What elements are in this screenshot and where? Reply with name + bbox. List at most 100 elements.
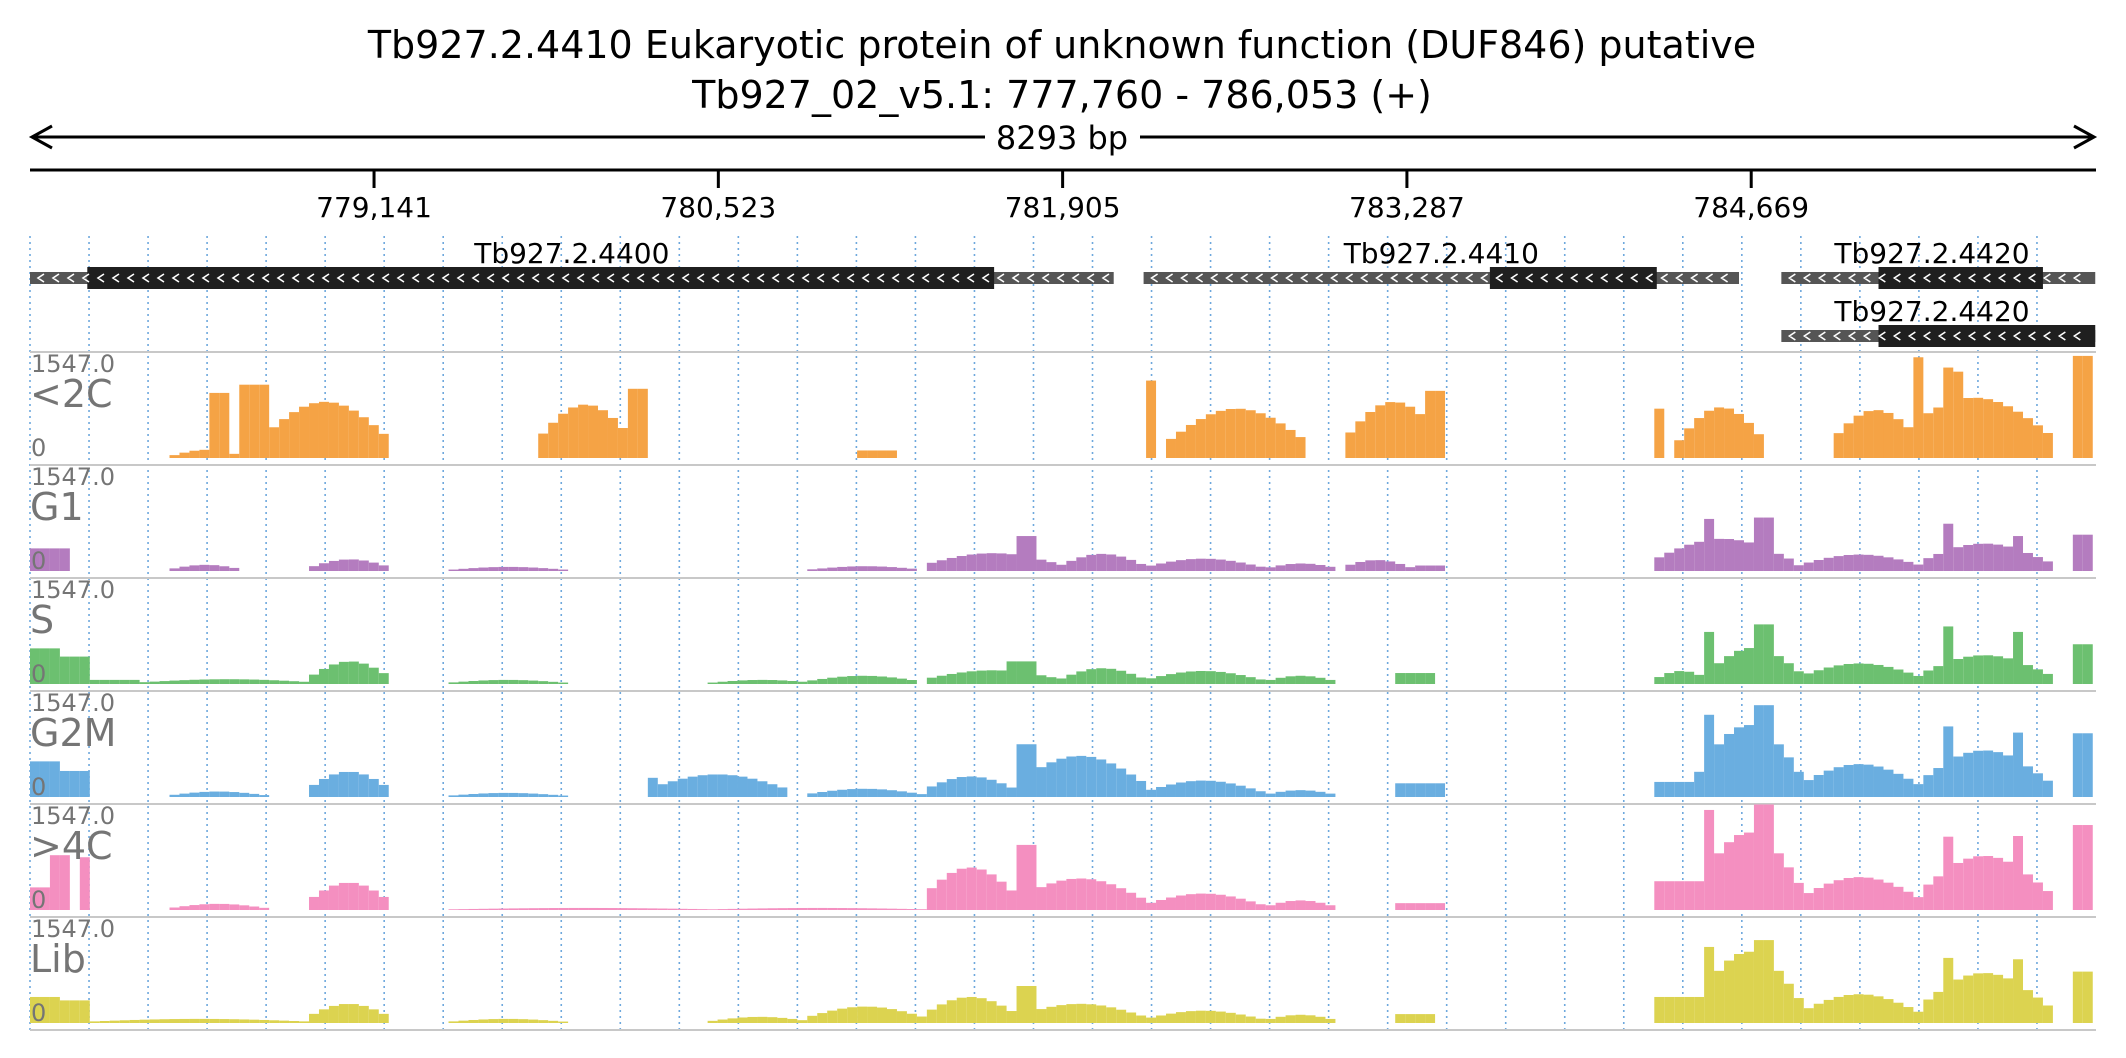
coverage-bar bbox=[1903, 778, 1914, 797]
coverage-bar bbox=[956, 672, 967, 684]
coverage-bar bbox=[1843, 994, 1854, 1023]
coverage-bar bbox=[667, 781, 678, 797]
coverage-bar bbox=[1185, 559, 1196, 571]
coverage-bar bbox=[627, 388, 638, 458]
coverage-bar bbox=[1873, 766, 1884, 797]
coverage-bar bbox=[1793, 882, 1804, 910]
coverage-bar bbox=[358, 560, 369, 571]
coverage-bar bbox=[1136, 1015, 1147, 1023]
coverage-bar bbox=[348, 661, 359, 684]
coverage-bar bbox=[1943, 836, 1954, 910]
coverage-bar bbox=[1225, 673, 1236, 684]
coverage-bar bbox=[617, 908, 628, 910]
coverage-bar bbox=[538, 568, 549, 571]
coverage-bar bbox=[139, 682, 150, 684]
coverage-bar bbox=[30, 761, 40, 797]
coverage-bar bbox=[1813, 887, 1824, 910]
coverage-bar bbox=[1175, 895, 1186, 910]
coverage-bar bbox=[847, 789, 858, 797]
span-label: 8293 bp bbox=[996, 119, 1128, 157]
coverage-bar bbox=[209, 565, 220, 571]
coverage-bar bbox=[2042, 673, 2053, 684]
coverage-bar bbox=[1205, 1010, 1216, 1023]
coverage-bar bbox=[1026, 744, 1037, 797]
coverage-bar bbox=[1315, 564, 1326, 571]
coverage-bar bbox=[926, 1009, 937, 1023]
coverage-bar bbox=[1684, 544, 1695, 571]
coverage-bar bbox=[179, 680, 190, 684]
coverage-bar bbox=[857, 908, 868, 910]
axis-tick-label: 783,287 bbox=[1349, 191, 1465, 224]
coverage-bar bbox=[338, 405, 349, 458]
coverage-bar bbox=[886, 677, 897, 684]
coverage-bar bbox=[598, 907, 608, 910]
coverage-bar bbox=[1185, 424, 1196, 458]
coverage-bar bbox=[1136, 563, 1147, 571]
coverage-bar bbox=[1305, 676, 1316, 684]
coverage-bar bbox=[1086, 669, 1097, 684]
coverage-bar bbox=[837, 566, 848, 571]
coverage-bar bbox=[358, 663, 369, 684]
coverage-bar bbox=[827, 790, 838, 797]
coverage-bar bbox=[2023, 418, 2033, 458]
coverage-bar bbox=[49, 548, 60, 571]
coverage-bar bbox=[448, 1021, 459, 1023]
coverage-bar bbox=[1265, 793, 1276, 797]
strand-arrows bbox=[1150, 273, 1729, 283]
coverage-bar bbox=[886, 908, 897, 910]
span-arrow-left bbox=[28, 124, 53, 150]
gene-label: Tb927.2.4410 bbox=[1343, 237, 1539, 270]
coverage-bar bbox=[2003, 861, 2014, 910]
coverage-bar bbox=[1963, 656, 1974, 684]
coverage-bar bbox=[677, 908, 688, 910]
track-ymin-label: 0 bbox=[31, 886, 46, 914]
coverage-bar bbox=[49, 996, 60, 1023]
coverage-bar bbox=[946, 872, 957, 910]
coverage-bar bbox=[1146, 789, 1157, 797]
coverage-bar bbox=[1116, 888, 1127, 910]
coverage-bar bbox=[1943, 726, 1954, 797]
coverage-bar bbox=[1265, 567, 1276, 571]
coverage-bar bbox=[239, 1019, 250, 1023]
coverage-bar bbox=[538, 433, 549, 458]
coverage-bar bbox=[2013, 959, 2024, 1023]
coverage-bar bbox=[458, 568, 469, 571]
coverage-bar bbox=[1175, 1012, 1186, 1023]
track-ymin-label: 0 bbox=[31, 999, 46, 1027]
coverage-bar bbox=[1126, 1012, 1137, 1023]
coverage-bar bbox=[1893, 1002, 1904, 1023]
coverage-bar bbox=[1355, 561, 1366, 571]
title-group: Tb927.2.4410 Eukaryotic protein of unkno… bbox=[367, 23, 1756, 117]
coverage-bar bbox=[817, 568, 828, 571]
coverage-bar bbox=[328, 664, 339, 684]
coverage-bar bbox=[1275, 1016, 1286, 1023]
coverage-bar bbox=[976, 553, 987, 571]
coverage-bar bbox=[1833, 556, 1844, 571]
coverage-bar bbox=[1195, 1010, 1206, 1023]
coverage-bar bbox=[1714, 538, 1725, 571]
coverage-bar bbox=[378, 1013, 389, 1023]
coverage-bar bbox=[368, 425, 379, 458]
coverage-bar bbox=[1185, 894, 1196, 910]
coverage-bar bbox=[1185, 671, 1196, 684]
coverage-bar bbox=[1983, 750, 1994, 797]
coverage-bar bbox=[936, 675, 947, 684]
coverage-bar bbox=[1763, 517, 1774, 571]
coverage-bar bbox=[129, 1019, 140, 1023]
coverage-bar bbox=[488, 567, 499, 571]
gene-model: Tb927.2.4420 bbox=[1781, 295, 2096, 347]
coverage-bar bbox=[1853, 663, 1864, 684]
coverage-bar bbox=[219, 1019, 230, 1023]
coverage-bar bbox=[657, 908, 668, 910]
coverage-bar bbox=[1694, 771, 1705, 797]
coverage-bar bbox=[588, 405, 599, 458]
coverage-bar bbox=[857, 675, 868, 684]
coverage-bar bbox=[2042, 561, 2053, 571]
coverage-bar bbox=[2082, 733, 2093, 797]
coverage-bar bbox=[906, 1013, 917, 1023]
coverage-bar bbox=[1903, 561, 1914, 571]
coverage-bar bbox=[1265, 417, 1276, 458]
coverage-bar bbox=[189, 905, 200, 910]
coverage-bar bbox=[1295, 900, 1306, 910]
coverage-bar bbox=[1773, 553, 1784, 571]
